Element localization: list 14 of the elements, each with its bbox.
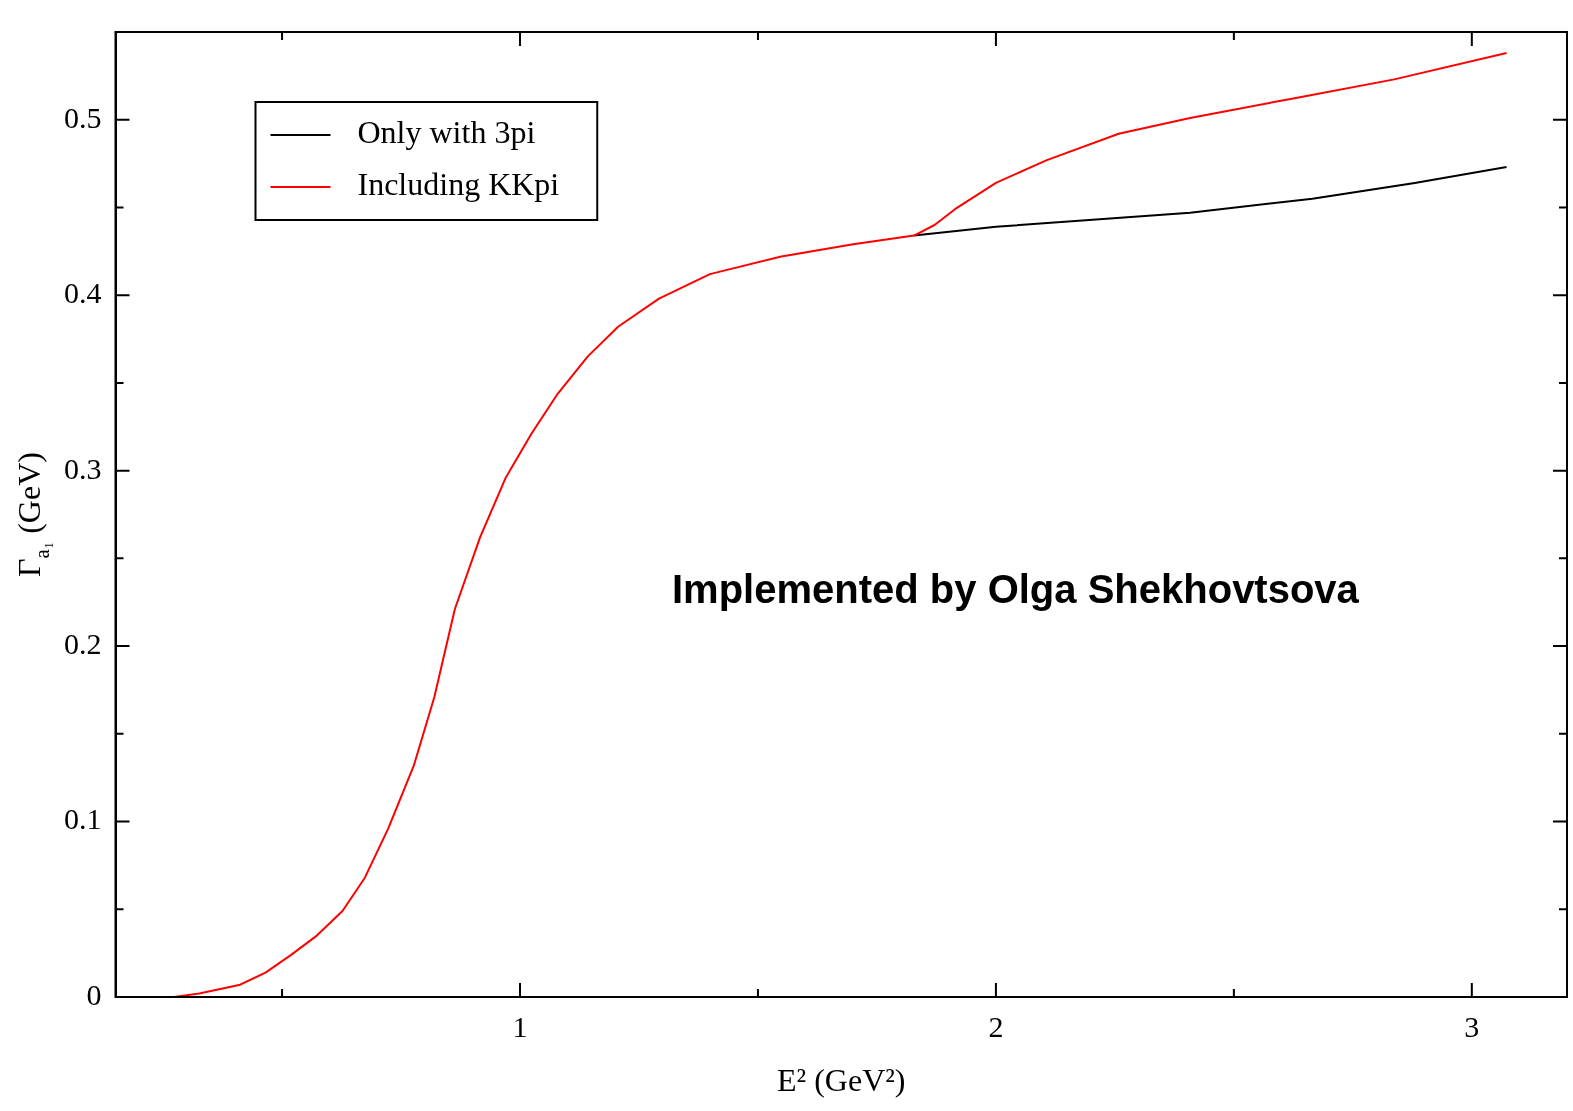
x-axis-title: E² (GeV²) bbox=[777, 1062, 906, 1099]
x-tick-label: 3 bbox=[1464, 1009, 1480, 1043]
annotation: Implemented by Olga Shekhovtsova bbox=[672, 566, 1360, 611]
y-tick-label: 0.1 bbox=[64, 802, 102, 836]
legend-label: Only with 3pi bbox=[357, 114, 536, 151]
legend-label: Including KKpi bbox=[357, 166, 560, 203]
x-tick-label: 1 bbox=[512, 1009, 528, 1043]
y-axis-title: Γa₁ (GeV) bbox=[11, 452, 54, 577]
y-tick-label: 0.4 bbox=[64, 276, 102, 310]
y-tick-label: 0.5 bbox=[64, 100, 102, 134]
y-tick-label: 0.3 bbox=[64, 451, 102, 485]
x-tick-label: 2 bbox=[988, 1009, 1004, 1043]
y-tick-label: 0 bbox=[86, 977, 102, 1011]
y-tick-label: 0.2 bbox=[64, 626, 102, 660]
